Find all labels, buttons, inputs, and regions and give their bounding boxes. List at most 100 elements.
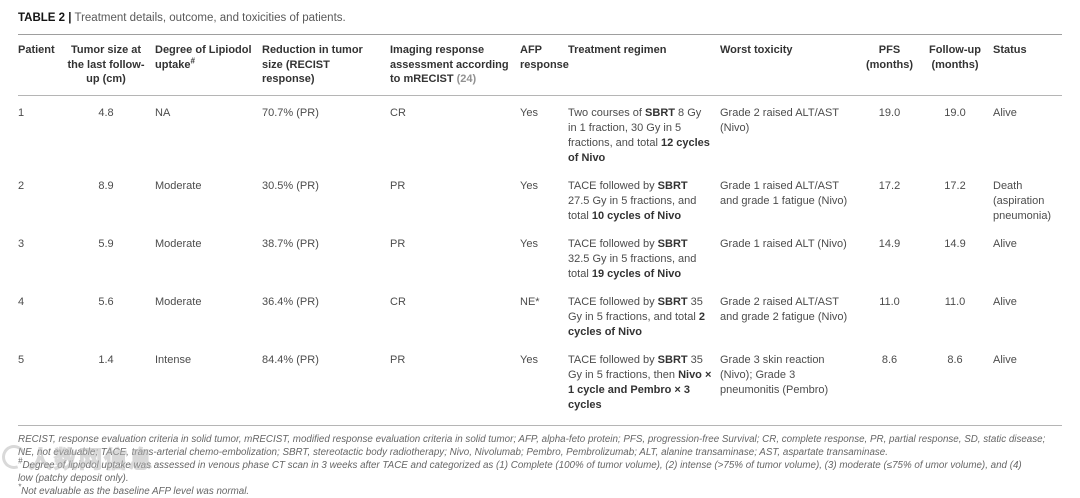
mrecist-response-cell: CR [390,106,406,119]
reduction-cell: 36.4% (PR) [262,295,319,308]
header-row: Patient Tumor size at the last follow-up … [18,34,1062,96]
col-header-6: Treatment regimen [568,34,720,96]
regimen-segment: 35 Gy in 5 fractions, then [568,353,703,381]
treatment-regimen-cell: TACE followed by SBRT 35 Gy in 5 fractio… [568,285,720,343]
lipiodol-uptake-cell: NA [155,106,171,119]
lipiodol-uptake-cell: Intense [155,342,262,426]
afp-response-cell: Yes [520,106,538,119]
col-header-label: Treatment regimen [568,44,667,56]
reduction-cell: 70.7% (PR) [262,106,319,119]
afp-response-cell: Yes [520,342,568,426]
regimen-bold-segment: 10 cycles of Nivo [591,209,682,222]
table-caption: TABLE 2 | Treatment details, outcome, an… [18,12,1062,24]
treatment-regimen-cell: Two courses of SBRT 8 Gy in 1 fraction, … [568,95,720,169]
table-body: 1 4.8 NA 70.7% (PR) CR Yes Two courses of SBRT… [18,95,1062,426]
col-header-label: Worst toxicity [720,44,793,56]
footnote-marker: * [18,482,22,492]
pfs-cell: 17.2 [878,179,901,192]
patient-cell: 3 [18,237,25,250]
mrecist-response-cell: CR [390,295,406,308]
patient-cell: 4 [18,295,25,308]
regimen-bold-segment: 19 cycles of Nivo [591,267,682,280]
regimen-bold-segment: SBRT [657,179,688,192]
regimen-bold-segment: SBRT [657,353,688,366]
col-header-label: Tumor size at the last follow-up (cm) [67,44,145,85]
table-row: 5 1.4 Intense 84.4% (PR) PR Yes TACE followed … [18,342,1062,426]
regimen-segment: TACE followed by [568,237,658,250]
table-row: 2 8.9 Moderate 30.5% (PR) PR Yes TACE followed… [18,169,1062,227]
status-cell: Death (aspiration pneumonia) [993,179,1052,222]
regimen-bold-segment: SBRT [657,295,688,308]
tumor-size-cell: 5.9 [98,237,114,250]
status-cell: Alive [993,342,1062,426]
mrecist-response-cell: PR [390,342,520,426]
treatment-regimen-cell: TACE followed by SBRT 32.5 Gy in 5 fract… [568,227,720,285]
worst-toxicity-cell: Grade 1 raised ALT (Nivo) [720,237,847,250]
col-header-label: Imaging response assessment according to… [390,44,509,85]
footnote-line: *Not evaluable as the baseline AFP level… [18,482,250,497]
col-header-10: Status [993,34,1062,96]
regimen-segment: TACE followed by [568,179,658,192]
tumor-size-cell: 1.4 [65,342,155,426]
treatment-regimen-cell: TACE followed by SBRT 27.5 Gy in 5 fract… [568,169,720,227]
followup-cell: 14.9 [944,237,966,250]
regimen-segment: 32.5 Gy in 5 fractions, and total [568,252,697,280]
afp-response-cell: Yes [520,237,538,250]
table-caption-text: Treatment details, outcome, and toxiciti… [71,12,346,24]
reduction-cell: 38.7% (PR) [262,237,319,250]
pfs-cell: 19.0 [878,106,901,119]
patient-cell: 5 [18,342,65,426]
col-header-label: AFP response [520,44,569,71]
lipiodol-uptake-cell: Moderate [155,295,202,308]
col-header-9: Follow-up (months) [925,34,993,96]
footnote-line: RECIST, response evaluation criteria in … [18,433,1046,445]
regimen-bold-segment: 12 cycles of Nivo [568,136,710,164]
pfs-cell: 11.0 [879,295,900,308]
col-header-label: Degree of Lipiodol uptake [155,44,252,71]
pfs-cell: 14.9 [878,237,901,250]
regimen-segment: 8 Gy in 1 fraction, 30 Gy in 5 fractions… [568,106,702,149]
col-header-3: Reduction in tumor size (RECIST response… [262,34,390,96]
footnote-line: NE, not evaluable; TACE, trans-arterial … [18,446,888,458]
worst-toxicity-cell: Grade 2 raised ALT/AST and grade 2 fatig… [720,295,848,323]
followup-cell: 8.6 [925,342,993,426]
worst-toxicity-cell: Grade 3 skin reaction (Nivo); Grade 3 pn… [720,342,862,426]
treatment-regimen-cell: TACE followed by SBRT 35 Gy in 5 fractio… [568,342,720,426]
col-header-5: AFP response [520,34,569,96]
footnote-line: #Degree of lipiodol uptake was assessed … [18,456,1022,471]
mrecist-response-cell: PR [390,179,406,192]
tumor-size-cell: 4.8 [98,106,114,119]
col-header-4: Imaging response assessment according to… [390,34,520,96]
col-header-label: PFS (months) [865,44,914,71]
citation-link[interactable]: (24) [456,73,477,85]
worst-toxicity-cell: Grade 1 raised ALT/AST and grade 1 fatig… [720,179,848,207]
col-header-label: Follow-up (months) [929,44,981,71]
regimen-segment: TACE followed by [568,295,658,308]
regimen-bold-segment: Nivo × 1 cycle and Pembro × 3 cycles [568,368,712,411]
reduction-cell: 30.5% (PR) [262,179,319,192]
col-header-8: PFS (months) [862,34,925,96]
followup-cell: 19.0 [944,106,966,119]
pfs-cell: 8.6 [862,342,925,426]
status-cell: Alive [993,295,1017,308]
footnote-marker: # [18,456,23,466]
regimen-segment: 35 Gy in 5 fractions, and total [568,295,703,323]
afp-response-cell: NE* [520,295,540,308]
col-header-label: Patient [18,44,55,56]
table-row: 1 4.8 NA 70.7% (PR) CR Yes Two courses of SBRT… [18,95,1062,169]
footnote-line: low (patchy deposit only). [18,472,129,484]
footnote-marker: # [190,55,195,65]
patient-cell: 1 [18,106,25,119]
reduction-cell: 84.4% (PR) [262,342,390,426]
status-cell: Alive [993,237,1017,250]
tumor-size-cell: 5.6 [98,295,114,308]
col-header-label: Reduction in tumor size (RECIST response… [262,44,363,85]
table-row: 3 5.9 Moderate 38.7% (PR) PR Yes TACE followed… [18,227,1062,285]
regimen-segment: 27.5 Gy in 5 fractions, and total [568,194,697,222]
col-header-7: Worst toxicity [720,34,862,96]
regimen-bold-segment: SBRT [645,106,675,119]
regimen-segment: Two courses of [568,106,646,119]
col-header-2: Degree of Lipiodol uptake# [155,34,262,96]
col-header-0: Patient [18,34,65,96]
